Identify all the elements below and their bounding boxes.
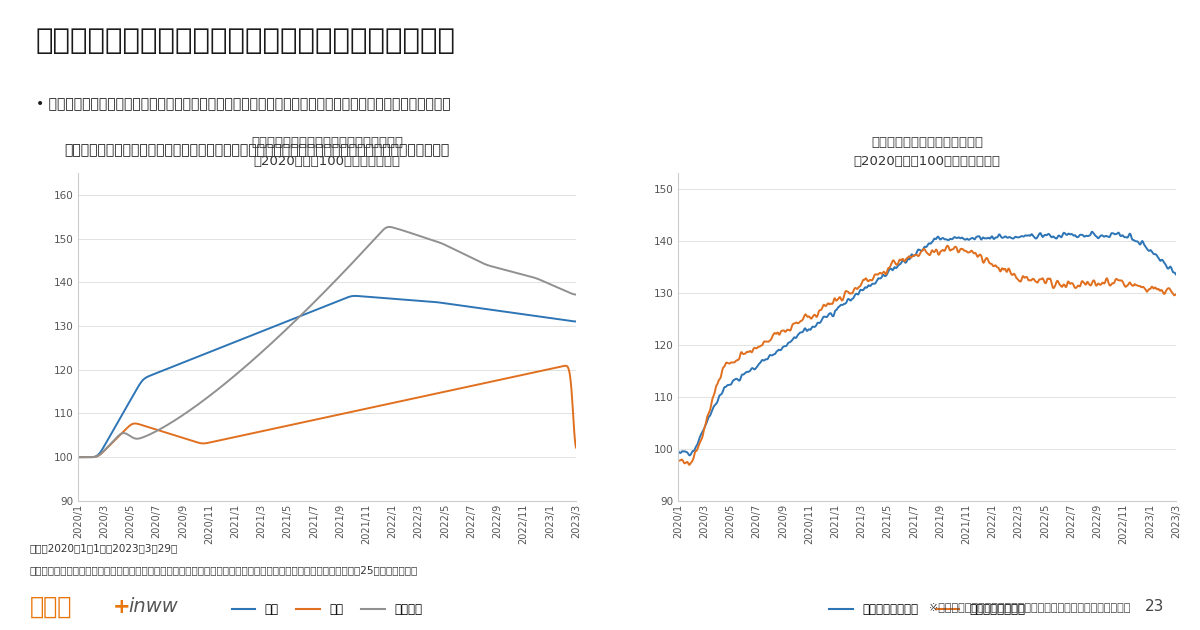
Text: ※後述の「当資料のお取扱いにおけるご注意」をご確認ください。: ※後述の「当資料のお取扱いにおけるご注意」をご確認ください。 — [929, 602, 1130, 612]
Text: 金利は急上昇し、預金は流出、証券投資の価値は下落: 金利は急上昇し、預金は流出、証券投資の価値は下落 — [36, 27, 456, 55]
Text: • 政府がコロナ支援のために配った資金が銀行に預金として流入。銀行は証券投資で資金を運用していたが、: • 政府がコロナ支援のために配った資金が銀行に預金として流入。銀行は証券投資で資… — [36, 98, 450, 112]
Text: inww: inww — [128, 597, 178, 616]
Legend: 預金, 貸出, 証券投資: 預金, 貸出, 証券投資 — [227, 598, 427, 621]
Text: インフレ退治のための利上げ継続により金利が上昇し、証券投資の価値が下落。取り付け騒ぎが発生。: インフレ退治のための利上げ継続により金利が上昇し、証券投資の価値が下落。取り付け… — [65, 144, 450, 158]
Text: 23: 23 — [1145, 599, 1165, 614]
Text: ひふみ: ひふみ — [30, 595, 72, 619]
Title: 米国の銀行の預金・貸出・証券投資の推移
（2020年初を100として指数化）: 米国の銀行の預金・貸出・証券投資の推移 （2020年初を100として指数化） — [251, 136, 403, 168]
Text: 出所：セントルイス連邦準備銀行掲載情報に基づきレオス・キャピタルワークスが作成　大規模銀行は資産規模で上位25位の銀行のこと: 出所：セントルイス連邦準備銀行掲載情報に基づきレオス・キャピタルワークスが作成 … — [30, 565, 419, 575]
Legend: 小規模銀行　預金, 大規模銀行　預金: 小規模銀行 預金, 大規模銀行 預金 — [824, 598, 1030, 621]
Text: 期間：2020年1月1日～2023年3月29日: 期間：2020年1月1日～2023年3月29日 — [30, 543, 179, 553]
Title: 米国の銀行規模別　預金の推移
（2020年初を100として指数化）: 米国の銀行規模別 預金の推移 （2020年初を100として指数化） — [853, 136, 1001, 168]
Text: +: + — [113, 597, 131, 617]
